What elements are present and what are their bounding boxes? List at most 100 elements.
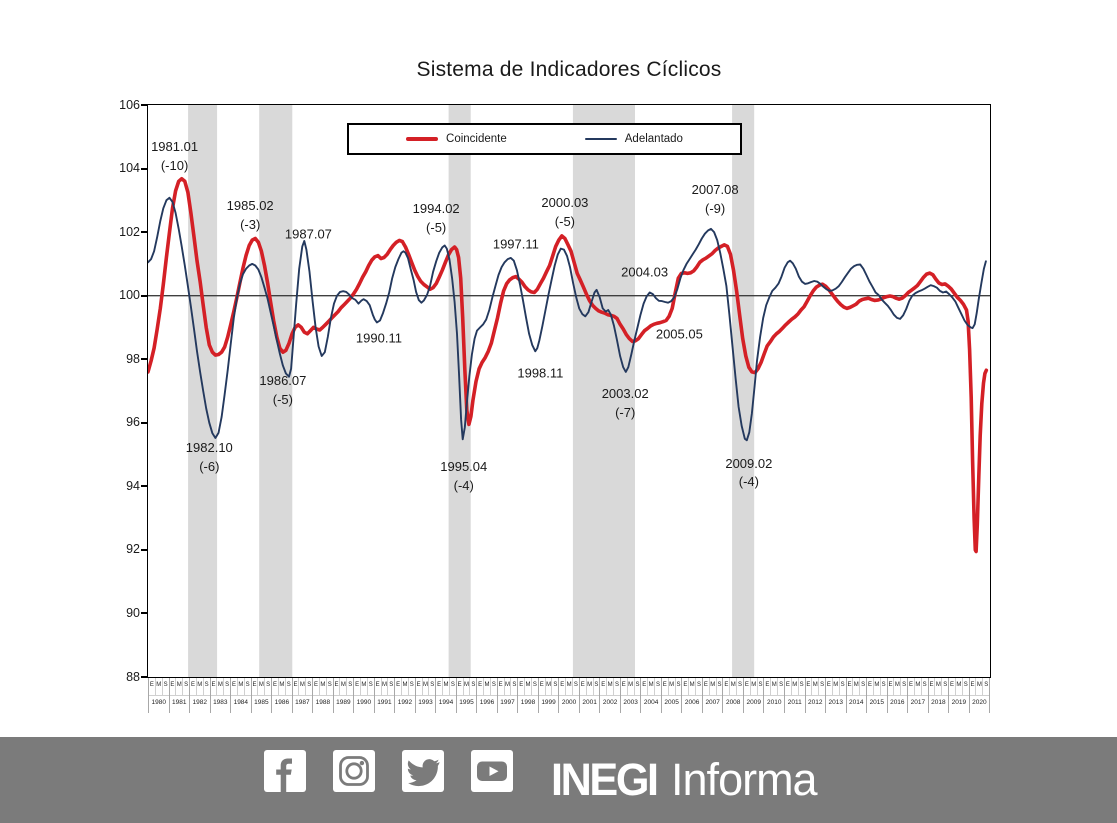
x-month-label: M <box>647 678 654 695</box>
x-month-label: M <box>442 678 449 695</box>
y-tick-label: 88 <box>126 669 140 684</box>
y-tick-mark <box>141 676 147 678</box>
x-year-label: 1995 <box>456 695 477 713</box>
informa-logo-text: Informa <box>671 754 818 805</box>
x-month-label: M <box>298 678 305 695</box>
x-year-label: 2000 <box>559 695 579 713</box>
x-month-label: E <box>314 682 319 688</box>
turning-point-annotation: 2007.08 (-9) <box>691 182 739 217</box>
x-year-label: 2003 <box>620 695 641 713</box>
x-month-label: M <box>565 678 572 695</box>
turning-point-annotation: 2005.05 <box>655 326 703 342</box>
y-tick-label: 106 <box>119 97 140 112</box>
turning-point-annotation: 1990.11 <box>355 330 402 346</box>
x-month-label: M <box>749 678 757 695</box>
x-month-label: S <box>900 678 907 695</box>
x-year-label: 1981 <box>169 695 190 713</box>
x-year-label: 1993 <box>415 695 436 713</box>
x-month-label: E <box>252 682 257 688</box>
x-month-label: M <box>175 678 182 695</box>
x-axis-year-cell: E M S 1981 <box>168 678 190 713</box>
x-axis-year-cell: E M S 2003 <box>619 678 641 713</box>
x-axis-year-cell: E M S 2015 <box>866 678 887 713</box>
x-month-label: E <box>601 682 606 688</box>
x-month-label: S <box>305 678 312 695</box>
twitter-icon[interactable] <box>402 750 444 792</box>
turning-point-annotation: 2009.02 (-4) <box>725 455 773 490</box>
x-year-label: 1980 <box>149 695 169 713</box>
y-tick-mark <box>141 548 147 551</box>
y-tick-mark <box>141 294 147 297</box>
x-month-label: S <box>572 678 579 695</box>
facebook-icon[interactable] <box>264 750 306 792</box>
legend-label-adelantado: Adelantado <box>624 133 683 145</box>
x-year-label: 2012 <box>805 695 826 713</box>
x-year-label: 2018 <box>928 695 949 713</box>
x-axis-year-cell: E M S 1989 <box>332 678 354 713</box>
y-tick-mark <box>141 104 147 106</box>
x-axis-year-cell: E M S 1992 <box>394 678 415 713</box>
x-month-label: E <box>478 682 483 688</box>
y-tick-label: 98 <box>126 351 140 366</box>
x-month-label: S <box>736 678 743 695</box>
x-month-label: M <box>339 678 346 695</box>
turning-point-annotation: 2003.02 (-7) <box>601 385 649 420</box>
x-month-label: E <box>355 682 360 688</box>
turning-point-annotation: 1986.07 (-5) <box>259 373 307 407</box>
recession-band <box>259 105 293 677</box>
y-tick-label: 100 <box>119 288 140 303</box>
y-tick-mark <box>141 167 147 170</box>
x-month-label: S <box>551 678 558 695</box>
x-axis-year-cell: E M S 2001 <box>578 678 600 713</box>
x-axis-year-cell: E M S 1997 <box>496 678 518 713</box>
y-tick-label: 102 <box>119 224 140 239</box>
x-axis-year-cell: E M S 2008 <box>722 678 743 713</box>
x-month-label: E <box>970 682 975 688</box>
x-year-label: 2010 <box>764 695 784 713</box>
legend-label-coincidente: Coincidente <box>446 133 507 145</box>
x-month-label: M <box>483 678 490 695</box>
x-month-label: E <box>498 682 503 688</box>
x-month-label: M <box>421 678 429 695</box>
x-month-label: S <box>530 678 538 695</box>
y-tick-mark <box>141 485 147 488</box>
y-tick-label: 96 <box>126 415 140 430</box>
x-month-label: E <box>888 682 893 688</box>
x-month-label: E <box>273 682 278 688</box>
x-year-label: 2016 <box>887 695 908 713</box>
y-tick-label: 90 <box>126 605 140 620</box>
x-month-label: E <box>908 682 913 688</box>
inegi-logo-text: INEGI <box>551 754 659 805</box>
turning-point-annotation: 1994.02 (-5) <box>412 201 460 236</box>
x-month-label: M <box>503 678 511 695</box>
x-year-label: 1985 <box>251 695 272 713</box>
x-month-label: M <box>913 678 921 695</box>
x-month-label: M <box>975 678 982 695</box>
y-tick-mark <box>141 358 147 361</box>
x-year-label: 1999 <box>538 695 559 713</box>
x-month-label: E <box>847 682 852 688</box>
turning-point-annotation: 1982.10 (-6) <box>185 439 233 474</box>
x-year-label: 1989 <box>333 695 354 713</box>
y-tick-mark <box>141 231 147 234</box>
y-tick-mark <box>141 612 147 615</box>
x-month-label: M <box>708 678 716 695</box>
x-year-label: 2015 <box>867 695 887 713</box>
x-axis-year-cell: E M S 2017 <box>907 678 928 713</box>
x-month-label: E <box>867 682 872 688</box>
adelantado-line-swatch <box>584 138 617 140</box>
x-year-label: 1987 <box>292 695 313 713</box>
recession-band <box>732 105 755 677</box>
x-month-label: S <box>797 678 805 695</box>
turning-point-annotation: 1987.07 <box>284 226 332 242</box>
x-month-label: M <box>811 678 818 695</box>
x-month-label: M <box>872 678 880 695</box>
x-year-label: 1986 <box>272 695 292 713</box>
instagram-icon[interactable] <box>333 750 375 792</box>
x-month-label: E <box>170 682 175 688</box>
y-tick-label: 94 <box>126 478 140 493</box>
x-month-label: S <box>366 678 374 695</box>
youtube-icon[interactable] <box>471 750 513 792</box>
x-axis-year-cell: E M S 2007 <box>701 678 723 713</box>
x-month-label: M <box>667 678 675 695</box>
